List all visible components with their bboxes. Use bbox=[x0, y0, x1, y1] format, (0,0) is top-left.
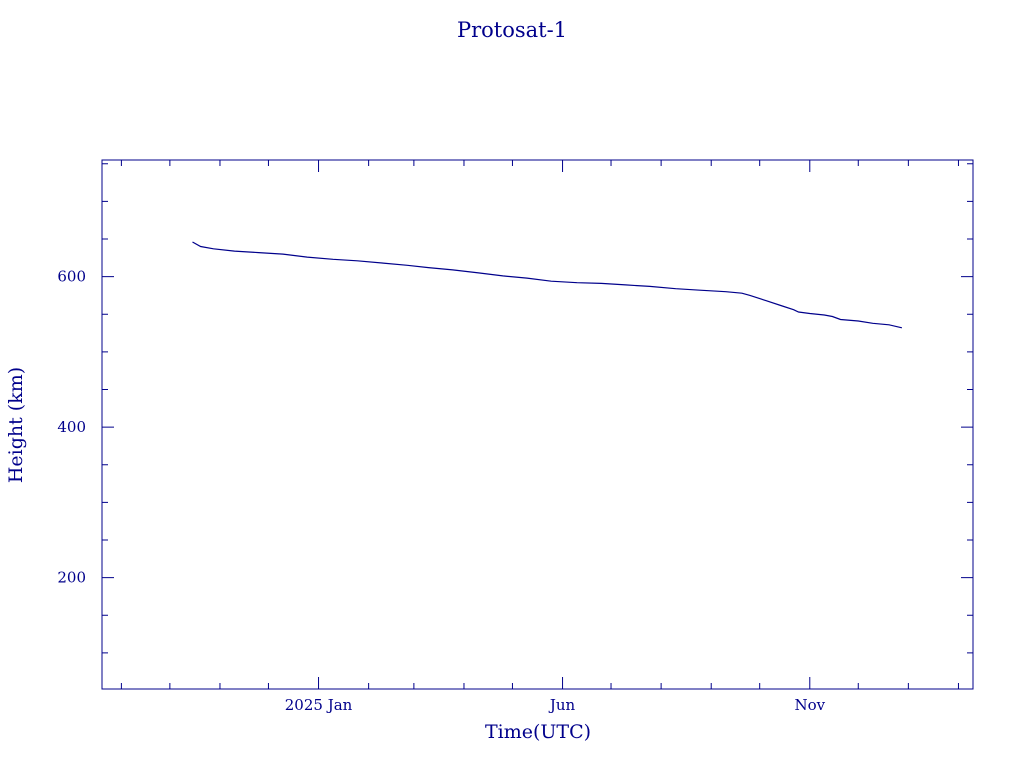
x-tick-label: 2025 Jan bbox=[285, 696, 353, 714]
axis-ticks bbox=[102, 160, 973, 689]
height-series-line bbox=[192, 241, 903, 329]
x-tick-label: Jun bbox=[548, 696, 576, 714]
data-series bbox=[192, 241, 903, 329]
y-tick-label: 200 bbox=[57, 569, 86, 587]
plot-frame bbox=[101, 159, 974, 690]
x-axis-title: Time(UTC) bbox=[485, 721, 591, 743]
chart-title: Protosat-1 bbox=[457, 18, 567, 42]
y-tick-label: 400 bbox=[57, 418, 86, 436]
y-axis-title: Height (km) bbox=[5, 367, 27, 483]
y-tick-label: 600 bbox=[57, 268, 86, 286]
x-tick-label: Nov bbox=[794, 696, 825, 714]
tick-labels: 200 400 600 2025 Jan Jun Nov bbox=[57, 268, 825, 714]
